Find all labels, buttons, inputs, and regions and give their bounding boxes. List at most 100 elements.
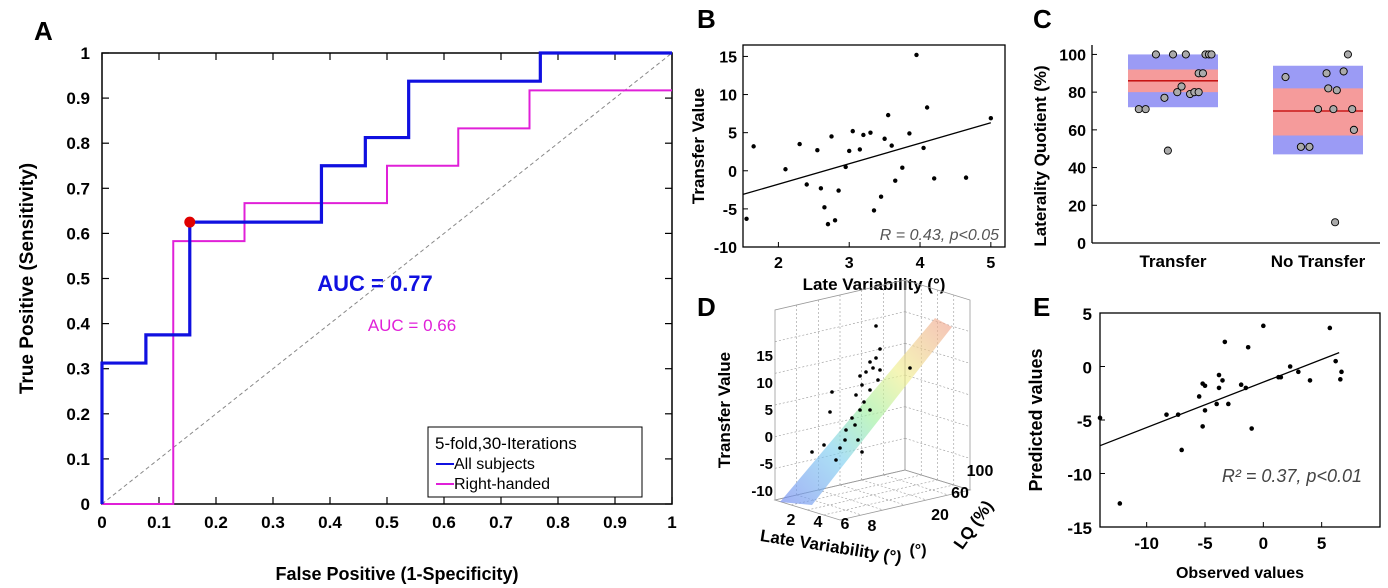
grid-line: [904, 374, 971, 396]
data-point: [1281, 73, 1290, 82]
grid-line: [883, 474, 949, 496]
data-point: [1249, 426, 1254, 431]
data-point: [882, 136, 887, 141]
data-point: [1333, 358, 1338, 364]
panel-label-e: E: [1033, 292, 1050, 322]
data-point: [1238, 382, 1244, 387]
data-point: [1181, 50, 1190, 59]
data-point: [815, 147, 820, 153]
data-point: [924, 105, 930, 110]
y-tick-label: 0.7: [66, 179, 90, 198]
data-point: [861, 132, 866, 138]
data-point: [921, 145, 926, 151]
optimal-point-marker: [184, 216, 196, 228]
data-point: [889, 143, 894, 148]
data-point: [838, 446, 842, 450]
depth-tick-label: 60: [951, 485, 969, 502]
x-tick-label: 3: [845, 255, 854, 272]
y-tick-label: 0.3: [66, 360, 90, 379]
y-tick-label: -10: [1067, 466, 1092, 485]
auc-right-handed: AUC = 0.66: [368, 316, 456, 335]
x-tick-label: 0: [1259, 534, 1268, 553]
y-axis-label: Laterality Quotient (%): [1031, 65, 1050, 246]
grid-line: [904, 406, 971, 427]
data-point: [1243, 385, 1249, 391]
data-point: [878, 194, 884, 199]
data-point: [1202, 383, 1208, 389]
data-point: [850, 416, 854, 420]
data-point: [931, 176, 937, 181]
data-point: [908, 366, 912, 370]
data-point: [1117, 501, 1123, 506]
data-point: [1214, 401, 1219, 407]
depth-tick-label: 20: [931, 507, 949, 524]
data-point: [868, 130, 873, 135]
grid-line: [861, 479, 927, 501]
depth-tick-label: 100: [967, 463, 994, 480]
x-tick-label: 1: [667, 513, 676, 532]
data-point: [1329, 105, 1338, 114]
data-point: [783, 167, 788, 172]
data-point: [822, 443, 826, 447]
data-point: [988, 115, 994, 121]
data-point: [864, 370, 868, 374]
x-tick-label: 4: [916, 255, 925, 272]
grid-line: [904, 438, 971, 459]
data-point: [1097, 415, 1103, 421]
x-tick-label: 8: [868, 518, 877, 535]
data-point: [1151, 50, 1160, 59]
stats-annotation: R² = 0.37, p<0.01: [1222, 466, 1362, 486]
y-tick-label: 5: [1083, 305, 1092, 324]
data-point: [862, 400, 866, 404]
data-point: [860, 383, 864, 387]
data-point: [1313, 105, 1323, 114]
y-tick-label: 0: [1077, 236, 1086, 253]
x-tick-label: -5: [1197, 534, 1212, 553]
y-tick-label: 1: [81, 44, 90, 63]
x-tick-label: 6: [841, 516, 850, 533]
y-tick-label: 100: [1059, 47, 1086, 64]
x-tick-label: 2: [787, 512, 796, 529]
data-point: [1168, 50, 1178, 59]
data-point: [1261, 323, 1266, 329]
laterality-quotient-chart: 0 20 40 60 80 100 Laterality Quotient (%) Trans…: [1031, 45, 1380, 271]
data-point: [830, 390, 834, 394]
category-label: Transfer: [1139, 252, 1206, 271]
data-point: [1196, 394, 1202, 399]
y-tick-label: 20: [1068, 198, 1086, 215]
y-tick-label: 10: [719, 88, 737, 105]
data-point: [878, 347, 882, 351]
y-tick-label: 0.5: [66, 270, 90, 289]
data-point: [797, 141, 802, 147]
data-point: [874, 356, 878, 360]
data-point: [858, 408, 862, 412]
data-point: [868, 360, 872, 364]
y-tick-label: 0.2: [66, 405, 90, 424]
data-point: [1194, 88, 1203, 97]
scatter-transfer-vs-variability: 2 3 4 5 -10 -5 0 5 10 15 Late Variability (°) Trans…: [689, 44, 1006, 294]
x-tick-label: 0.8: [546, 513, 570, 532]
y-tick-label: -5: [1077, 412, 1092, 431]
y-tick-label: 0.8: [66, 134, 90, 153]
data-point: [1216, 385, 1222, 391]
grid-line: [839, 484, 906, 506]
y-tick-label: 0.6: [66, 224, 90, 243]
data-point: [853, 423, 857, 427]
grid-line: [796, 494, 862, 516]
legend-entry: All subjects: [454, 456, 535, 473]
z-tick-label: 10: [756, 375, 773, 392]
data-point: [871, 208, 877, 213]
y-tick-label: 80: [1068, 85, 1086, 102]
z-tick-label: -5: [760, 456, 773, 473]
data-point: [1287, 364, 1293, 369]
x-axis-label: Late Variability (°): [803, 275, 946, 294]
data-point: [856, 438, 860, 442]
y-tick-label: 0.1: [66, 450, 90, 469]
regression-line: [1099, 351, 1340, 447]
panel-label-b: B: [697, 4, 716, 34]
data-point: [907, 131, 912, 136]
data-point: [1348, 105, 1357, 114]
y-axis-label: Transfer Value: [715, 352, 734, 468]
y-tick-label: 0: [81, 495, 90, 514]
data-point: [1222, 339, 1228, 345]
